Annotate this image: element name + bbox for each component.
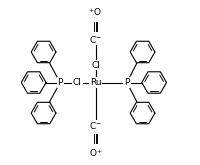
Text: O$^{+}$: O$^{+}$ xyxy=(88,147,102,159)
Text: P: P xyxy=(57,78,62,87)
Text: P: P xyxy=(124,78,129,87)
Text: $^{+}$O: $^{+}$O xyxy=(88,6,102,18)
Text: Ru: Ru xyxy=(89,78,101,87)
Text: Cl: Cl xyxy=(73,78,81,87)
Text: Cl: Cl xyxy=(91,61,99,70)
Text: C$^{-}$: C$^{-}$ xyxy=(89,120,102,131)
Text: C$^{-}$: C$^{-}$ xyxy=(89,34,102,45)
